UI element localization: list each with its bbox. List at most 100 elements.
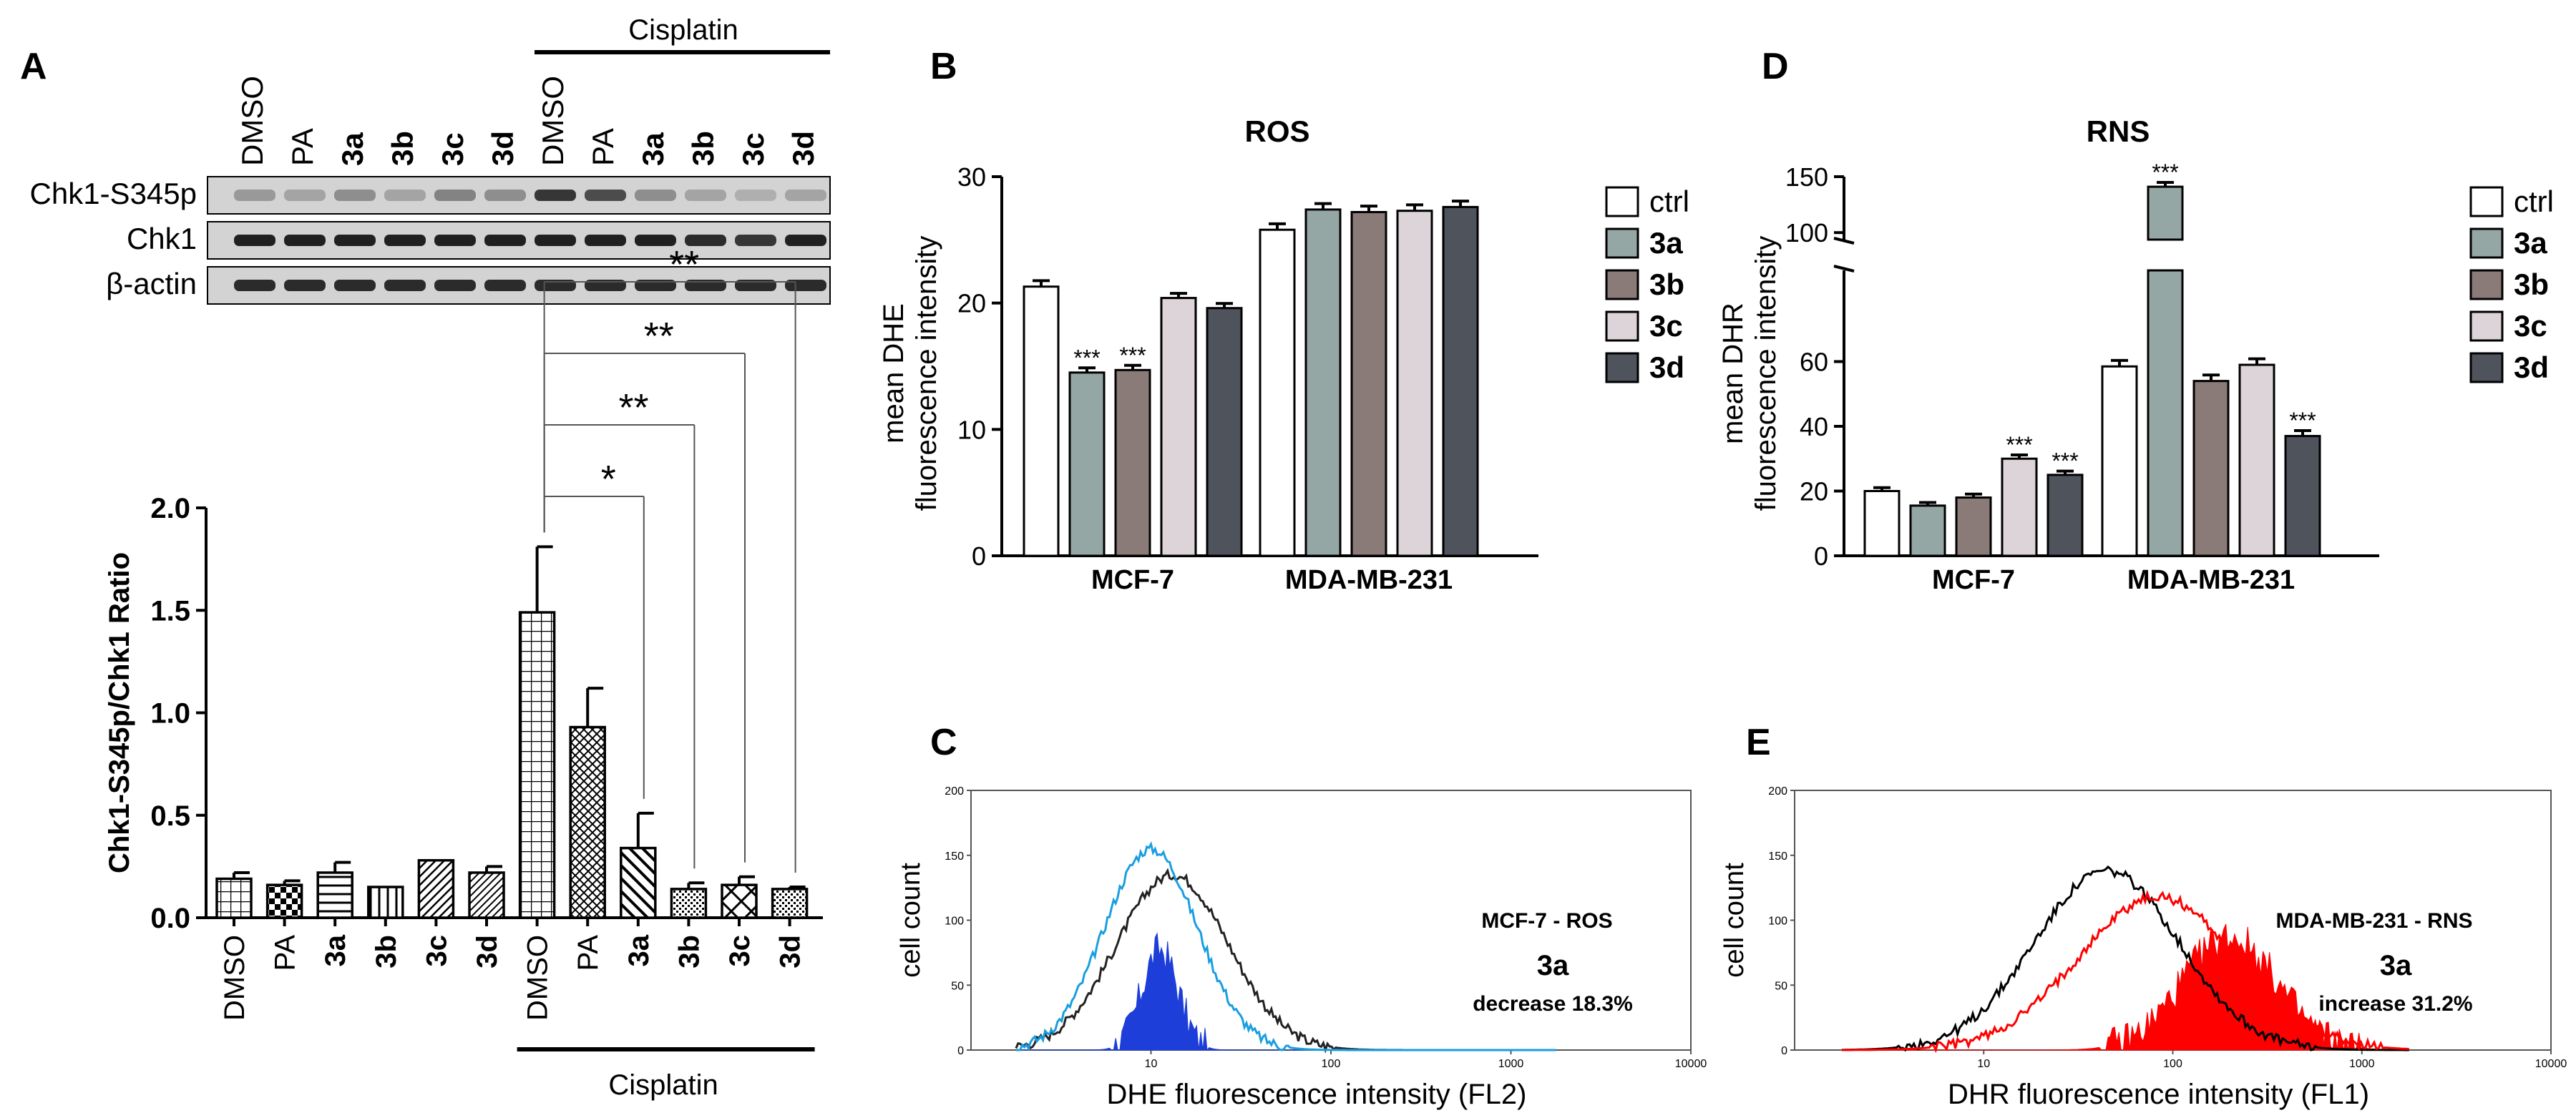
y-tick-label: 30 bbox=[957, 162, 986, 192]
y-tick-label: 10 bbox=[957, 415, 986, 444]
y-tick-label: 20 bbox=[957, 289, 986, 318]
blot-lane-label: 3c bbox=[436, 132, 469, 166]
y-tick-label: 0 bbox=[957, 1045, 964, 1057]
panel-e-dhr-histogram: 0 50 100 150 200 10 100 1000 10000 cell count DHR … bbox=[1719, 785, 2567, 1110]
bar bbox=[1442, 205, 1479, 557]
bar bbox=[1304, 208, 1342, 557]
blot-band bbox=[384, 190, 426, 201]
y-tick-label: 60 bbox=[1800, 348, 1828, 377]
panel-a-blot-and-ratio-chart: DMSO PA 3a 3b 3c 3d DMSO PA 3a 3b 3c 3d Cisplatin Chk… bbox=[30, 14, 831, 1101]
bar bbox=[1023, 285, 1060, 557]
x-tick-label: 100 bbox=[1322, 1058, 1341, 1070]
ratio-y-tick-label: 0.5 bbox=[150, 800, 190, 832]
significance-stars: ** bbox=[644, 315, 674, 358]
annotation-compound: 3a bbox=[1537, 950, 1569, 981]
legend-label: 3a bbox=[1649, 226, 1683, 260]
legend-label: 3b bbox=[1649, 268, 1684, 301]
y-axis-label: mean DHR bbox=[1717, 303, 1749, 444]
blot-band bbox=[334, 235, 376, 246]
ratio-bar bbox=[721, 883, 758, 919]
legend-swatch bbox=[2469, 269, 2504, 300]
ratio-x-tick-label: PA bbox=[572, 935, 604, 971]
legend-label: 3b bbox=[2514, 268, 2549, 301]
blot-band bbox=[284, 235, 326, 246]
blot-band bbox=[234, 190, 275, 201]
blot-band bbox=[484, 235, 526, 246]
blot-band bbox=[685, 235, 726, 246]
blot-band bbox=[234, 235, 275, 246]
significance-stars: *** bbox=[1073, 345, 1100, 371]
y-tick-label: 150 bbox=[1768, 850, 1787, 863]
ratio-x-tick-label: 3d bbox=[775, 935, 806, 969]
y-tick-label: 0 bbox=[972, 541, 986, 571]
annotation-title: MCF-7 - ROS bbox=[1481, 909, 1612, 933]
panel-c-dhe-histogram: 0 50 100 150 200 10 100 1000 10000 cell count DHE … bbox=[896, 785, 1707, 1110]
blot-band bbox=[384, 280, 426, 291]
y-axis-label: cell count bbox=[1719, 863, 1750, 978]
blot-row-label: Chk1 bbox=[127, 222, 197, 255]
blot-band bbox=[735, 190, 776, 201]
blot-row-label: β-actin bbox=[106, 267, 197, 300]
blot-band bbox=[785, 190, 826, 201]
y-tick-label: 150 bbox=[1785, 162, 1828, 192]
blot-band bbox=[635, 235, 676, 246]
ratio-x-tick-label: 3a bbox=[623, 934, 655, 966]
blot-band bbox=[685, 190, 726, 201]
blot-band bbox=[434, 235, 476, 246]
ratio-y-tick-label: 0.0 bbox=[150, 903, 190, 934]
bar bbox=[1863, 490, 1901, 557]
y-axis-label: mean DHE bbox=[878, 303, 909, 443]
bar bbox=[2001, 457, 2038, 557]
legend-label: 3d bbox=[1649, 350, 1684, 384]
axis-break-mark bbox=[1833, 265, 1855, 273]
blot-band bbox=[535, 235, 576, 246]
blot-band bbox=[484, 190, 526, 201]
ratio-y-axis-label: Chk1-S345p/Chk1 Ratio bbox=[104, 552, 135, 873]
annotation-title: MDA-MB-231 - RNS bbox=[2275, 909, 2472, 933]
y-tick-label: 200 bbox=[1768, 785, 1787, 798]
blot-row-label: Chk1-S345p bbox=[30, 177, 197, 210]
blot-lane-label: 3b bbox=[686, 131, 720, 166]
annotation-change: decrease 18.3% bbox=[1473, 992, 1633, 1016]
y-tick-label: 0 bbox=[1814, 541, 1828, 571]
blot-band bbox=[334, 280, 376, 291]
panel-label-a: A bbox=[20, 46, 47, 87]
blot-band bbox=[284, 280, 326, 291]
ratio-bar bbox=[367, 886, 404, 919]
ratio-bar bbox=[417, 859, 455, 919]
ratio-x-tick-label: 3a bbox=[320, 934, 351, 966]
panel-d-rns-bar-chart: RNS 0 20 40 60 100 150 mean DHR fluorescence int… bbox=[1717, 114, 2554, 595]
blot-band bbox=[384, 235, 426, 246]
histogram-line-control bbox=[1015, 868, 1556, 1054]
ratio-x-tick-label: 3c bbox=[724, 935, 756, 967]
blot-band bbox=[234, 280, 275, 291]
significance-stars: *** bbox=[2051, 448, 2078, 474]
bar bbox=[1114, 368, 1151, 557]
bar bbox=[2192, 380, 2230, 557]
x-category-label: MCF-7 bbox=[1091, 565, 1174, 595]
legend-label: 3c bbox=[2514, 309, 2547, 343]
x-tick-label: 1000 bbox=[2349, 1058, 2375, 1070]
y-tick-label: 40 bbox=[1800, 412, 1828, 441]
blot-band bbox=[334, 190, 376, 201]
significance-stars: * bbox=[601, 458, 616, 501]
chart-title: ROS bbox=[1244, 114, 1309, 148]
x-category-label: MDA-MB-231 bbox=[2127, 565, 2295, 595]
blot-band bbox=[284, 190, 326, 201]
bar bbox=[1955, 496, 1992, 557]
significance-stars: *** bbox=[2289, 408, 2316, 433]
bar bbox=[2147, 269, 2184, 557]
blot-band bbox=[434, 280, 476, 291]
ratio-x-tick-label: DMSO bbox=[219, 935, 250, 1021]
panel-label-c: C bbox=[930, 722, 957, 763]
blot-lane-label: DMSO bbox=[536, 76, 570, 166]
bar bbox=[1206, 307, 1243, 557]
legend-swatch bbox=[2469, 227, 2504, 259]
y-axis-label: fluorescence intensity bbox=[911, 236, 942, 511]
blot-lane-label: 3d bbox=[786, 131, 820, 166]
y-tick-label: 200 bbox=[945, 785, 964, 798]
blot-band bbox=[735, 235, 776, 246]
legend-swatch bbox=[2469, 186, 2504, 217]
x-tick-label: 1000 bbox=[1498, 1058, 1524, 1070]
